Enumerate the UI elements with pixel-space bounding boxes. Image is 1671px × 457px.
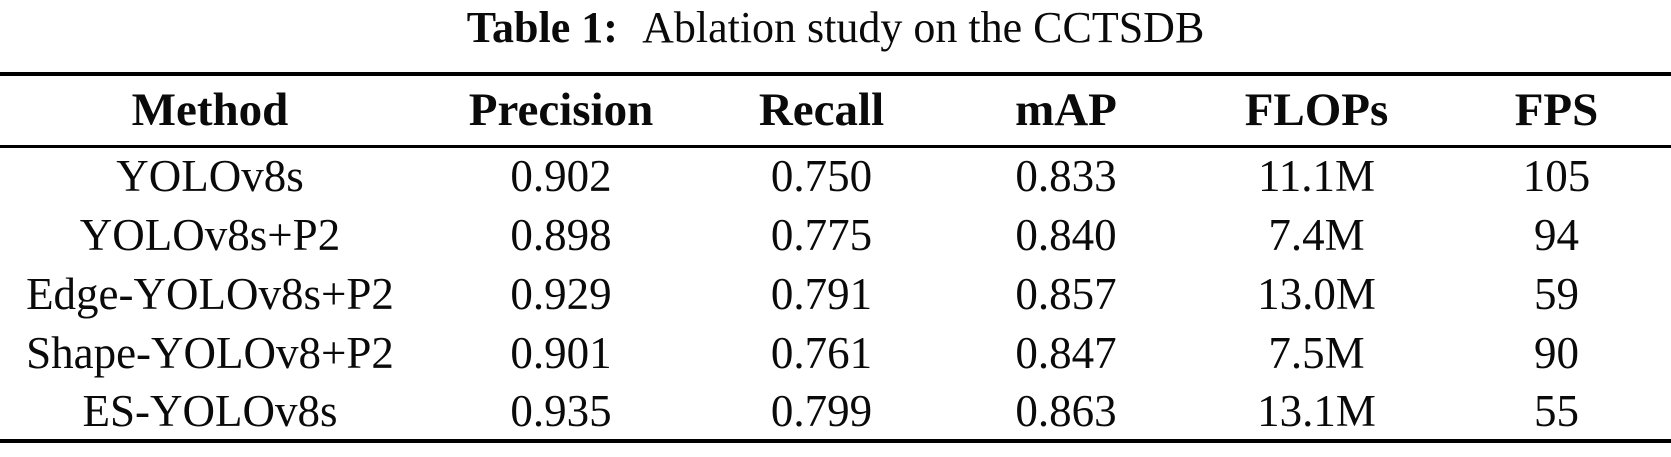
cell-map: 0.840 [1015, 209, 1117, 260]
cell-fps: 90 [1534, 327, 1579, 378]
cell-map: 0.863 [1015, 385, 1117, 436]
cell-map: 0.857 [1015, 268, 1117, 319]
cell-fps: 94 [1534, 209, 1579, 260]
cell-flops: 7.4M [1268, 209, 1365, 260]
table-caption-text: Ablation study on the CCTSDB [642, 3, 1205, 52]
cell-recall: 0.791 [770, 268, 873, 319]
cell-recall: 0.775 [770, 209, 873, 260]
table-row: YOLOv8s 0.902 0.750 0.833 11.1M 105 [0, 146, 1671, 205]
cell-fps: 105 [1522, 151, 1591, 202]
col-header-method: Method [131, 84, 289, 137]
cell-method: YOLOv8s+P2 [79, 209, 341, 260]
col-header-recall: Recall [758, 84, 885, 137]
col-header-map: mAP [1015, 84, 1117, 137]
table-row: YOLOv8s+P2 0.898 0.775 0.840 7.4M 94 [0, 205, 1671, 264]
cell-precision: 0.935 [510, 385, 612, 436]
col-header-fps: FPS [1514, 84, 1599, 137]
ablation-table: Method Precision Recall mAP FLOPs FPS YO… [0, 72, 1671, 443]
cell-precision: 0.901 [510, 327, 612, 378]
cell-map: 0.847 [1015, 327, 1117, 378]
table-row: ES-YOLOv8s 0.935 0.799 0.863 13.1M 55 [0, 382, 1671, 441]
table-header-row: Method Precision Recall mAP FLOPs FPS [0, 74, 1671, 146]
cell-method: Edge-YOLOv8s+P2 [26, 268, 394, 319]
cell-method: YOLOv8s [116, 151, 304, 202]
table-row: Shape-YOLOv8+P2 0.901 0.761 0.847 7.5M 9… [0, 323, 1671, 382]
cell-recall: 0.761 [770, 327, 873, 378]
cell-flops: 11.1M [1257, 151, 1376, 202]
cell-fps: 59 [1534, 268, 1579, 319]
cell-precision: 0.929 [510, 268, 612, 319]
table-row: Edge-YOLOv8s+P2 0.929 0.791 0.857 13.0M … [0, 264, 1671, 323]
cell-flops: 7.5M [1268, 327, 1365, 378]
cell-fps: 55 [1534, 385, 1579, 436]
table-caption: Table 1: Ablation study on the CCTSDB [0, 2, 1671, 54]
cell-map: 0.833 [1015, 151, 1117, 202]
cell-recall: 0.799 [770, 385, 873, 436]
cell-method: ES-YOLOv8s [82, 385, 338, 436]
cell-precision: 0.902 [510, 151, 612, 202]
cell-method: Shape-YOLOv8+P2 [26, 327, 394, 378]
cell-flops: 13.0M [1257, 268, 1376, 319]
cell-recall: 0.750 [770, 151, 873, 202]
cell-flops: 13.1M [1257, 385, 1376, 436]
col-header-precision: Precision [468, 84, 654, 137]
cell-precision: 0.898 [510, 209, 612, 260]
col-header-flops: FLOPs [1244, 84, 1389, 137]
table-caption-label: Table 1: [466, 3, 618, 52]
